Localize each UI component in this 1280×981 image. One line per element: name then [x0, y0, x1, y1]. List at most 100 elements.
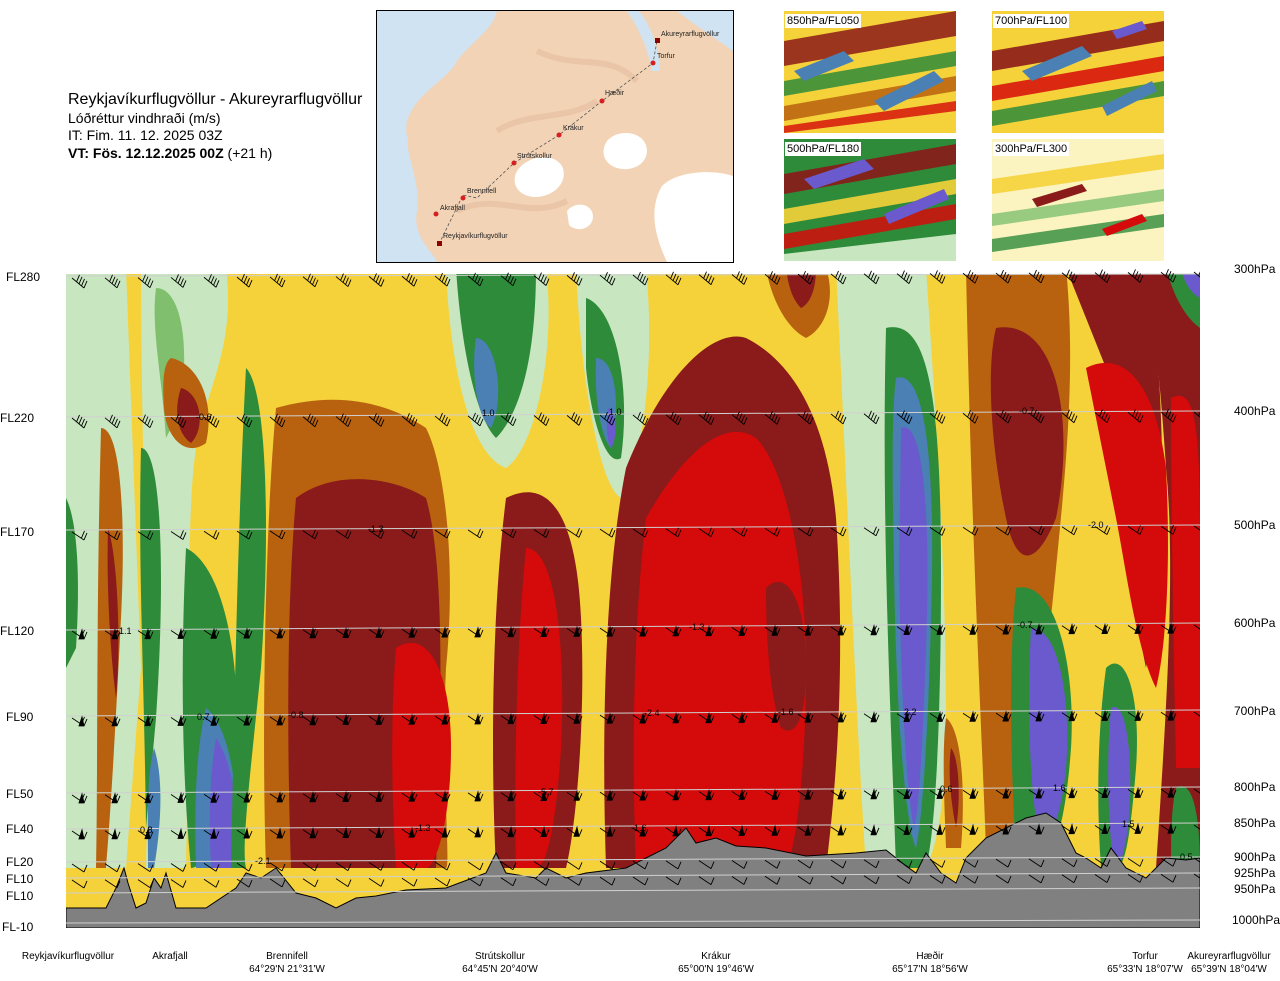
wind-barb [764, 859, 781, 869]
waypoint-coord: 65°39'N 18°04'W [1191, 964, 1267, 975]
wind-barb [962, 623, 979, 635]
fl-label: FL220 [0, 411, 35, 425]
wind-barb [1028, 623, 1045, 635]
waypoint-coord: 65°33'N 18°07'W [1107, 964, 1183, 975]
contour-label: 0.7 [197, 712, 210, 722]
cross-section-canvas: -0.6 1.0 1.0 -0.7 -1.3 -2.0 -1.1 -1.3 -0… [65, 268, 1210, 929]
wind-barb [236, 627, 253, 639]
wind-barb [731, 271, 748, 285]
waypoint-brennifell[interactable]: Brennifell 64°29'N 21°31'W [237, 950, 337, 976]
wind-barb [698, 411, 715, 425]
waypoint-krakur[interactable]: Krákur 65°00'N 19°46'W [666, 950, 766, 976]
contour-label: -1.6 [778, 707, 794, 717]
wind-barbs [71, 268, 1210, 889]
wind-barb [368, 862, 385, 871]
isoline-800hpa [65, 786, 1201, 794]
route-map[interactable]: Akureyrarflugvöllur Torfur Hæðir Krákur … [376, 10, 734, 263]
thumbnail-700hpa[interactable]: 700hPa/FL100 [992, 11, 1164, 133]
fl-label: FL280 [6, 270, 41, 284]
waypoint-reykjavikurflugvollur[interactable]: Reykjavíkurflugvöllur [10, 950, 126, 963]
wind-barb [269, 878, 286, 888]
wind-barb [203, 878, 220, 888]
airport-reykjavik-marker[interactable] [437, 241, 442, 246]
waypoint-brennifell-marker[interactable] [460, 195, 466, 201]
thumbnail-500hpa[interactable]: 500hPa/FL180 [784, 139, 956, 261]
waypoint-name: Hæðir [916, 951, 944, 962]
wind-barb [368, 529, 385, 539]
wind-barb [863, 859, 880, 869]
wind-barb [137, 274, 154, 288]
wind-barb [401, 529, 418, 539]
wind-barb [302, 413, 319, 428]
wind-barb [566, 528, 583, 538]
waypoint-akureyrarflugvollur[interactable]: Akureyrarflugvöllur 65°39'N 18°04'W [1180, 950, 1278, 976]
waypoint-haedir[interactable]: Hæðir 65°17'N 18°56'W [880, 950, 980, 976]
pressure-label: 600hPa [1234, 616, 1276, 630]
wind-barb [104, 792, 121, 804]
pressure-label: 850hPa [1234, 816, 1276, 830]
thumbnail-850hpa[interactable]: 850hPa/FL050 [784, 11, 956, 133]
wind-barb [929, 859, 946, 868]
isoline-1000hpa [65, 919, 1201, 924]
contour-label: -1.1 [116, 626, 132, 636]
wind-barb [434, 826, 451, 838]
wind-barb [764, 824, 781, 836]
wind-barb [500, 877, 517, 887]
isoline-950hpa [65, 887, 1201, 894]
map-label-haedir: Hæðir [605, 89, 625, 97]
waypoint-haedir-marker[interactable] [599, 98, 605, 104]
wind-barb [1160, 786, 1177, 798]
waypoint-strutskollur[interactable]: Strútskollur 64°45'N 20°40'W [450, 950, 550, 976]
waypoint-krakur-marker[interactable] [556, 132, 562, 138]
wind-barb [863, 410, 880, 425]
wind-barb [698, 624, 715, 637]
waypoint-akrafjall-marker[interactable] [433, 211, 439, 217]
wind-barb [896, 270, 913, 284]
thumbnail-850hpa-label: 850hPa/FL050 [785, 14, 862, 28]
wind-barb [500, 790, 517, 802]
wind-barb [368, 826, 385, 838]
wind-barb [137, 627, 154, 640]
wind-barb [104, 879, 121, 889]
wind-barb [863, 270, 880, 285]
wind-barb [830, 788, 847, 800]
contour-label: -1.3 [368, 524, 384, 534]
fl-label: FL20 [6, 855, 34, 869]
fl-label: FL120 [0, 624, 35, 638]
wind-barb [203, 862, 220, 872]
waypoint-torfur-marker[interactable] [650, 60, 656, 66]
wind-barb [170, 791, 187, 803]
wind-barb [995, 858, 1012, 868]
wind-barb [302, 791, 319, 803]
wind-barb [368, 273, 385, 287]
wind-barb [71, 792, 88, 804]
wind-barb [500, 626, 517, 638]
vertical-cross-section[interactable]: -0.6 1.0 1.0 -0.7 -1.3 -2.0 -1.1 -1.3 -0… [65, 268, 1210, 929]
wind-barb [1028, 409, 1045, 424]
wind-barb [962, 858, 979, 868]
wind-barb [599, 527, 616, 538]
map-label-strutskollur: Strútskollur [517, 153, 553, 160]
airport-akureyri-marker[interactable] [655, 38, 660, 43]
wind-barb [1160, 269, 1177, 283]
contour-label: -0.8 [288, 710, 304, 720]
thumbnail-300hpa[interactable]: 300hPa/FL300 [992, 139, 1164, 261]
wind-barb [104, 715, 121, 727]
wind-barb [137, 863, 154, 872]
waypoint-akrafjall[interactable]: Akrafjall [140, 950, 200, 963]
thumbnail-300hpa-label: 300hPa/FL300 [993, 142, 1070, 156]
wind-barb [797, 270, 814, 285]
waypoint-strutskollur-marker[interactable] [511, 160, 517, 166]
waypoint-name: Reykjavíkurflugvöllur [21, 951, 115, 962]
wind-barb [236, 413, 253, 428]
wind-barb [335, 790, 352, 803]
wind-barb [896, 859, 913, 868]
wind-barb [896, 410, 913, 424]
wind-barb [731, 860, 748, 869]
waypoint-torfur[interactable]: Torfur 65°33'N 18°07'W [1101, 950, 1189, 976]
map-label-reykjavikurflugvollur: Reykjavíkurflugvöllur [443, 233, 508, 240]
wind-barb [467, 877, 484, 887]
wind-barb [599, 625, 616, 637]
wind-barb [665, 860, 682, 870]
wind-barb [896, 787, 913, 800]
